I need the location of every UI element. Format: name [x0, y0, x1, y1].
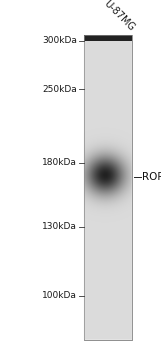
Bar — [85, 263, 131, 271]
Bar — [85, 317, 131, 325]
Bar — [84, 35, 132, 41]
Text: U-87MG: U-87MG — [102, 0, 137, 33]
Bar — [85, 65, 131, 74]
Bar — [85, 294, 131, 302]
Text: 130kDa: 130kDa — [42, 222, 77, 231]
Bar — [85, 126, 131, 134]
Bar — [85, 180, 131, 188]
Bar — [85, 202, 131, 210]
Bar — [85, 225, 131, 233]
Bar — [85, 279, 131, 287]
Bar — [85, 210, 131, 218]
Bar — [85, 35, 131, 43]
Text: 100kDa: 100kDa — [42, 291, 77, 300]
Bar — [84, 35, 132, 340]
Bar — [85, 149, 131, 157]
Bar — [85, 43, 131, 50]
Bar — [85, 332, 131, 340]
Bar — [85, 256, 131, 264]
Bar — [85, 301, 131, 309]
Bar — [84, 35, 132, 340]
Text: 250kDa: 250kDa — [43, 85, 77, 94]
Bar — [85, 324, 131, 332]
Bar — [85, 50, 131, 58]
Bar — [85, 58, 131, 66]
Bar — [85, 248, 131, 256]
Bar — [85, 134, 131, 142]
Text: 180kDa: 180kDa — [42, 158, 77, 167]
Bar — [85, 141, 131, 149]
Bar — [85, 271, 131, 279]
Bar — [85, 233, 131, 241]
Bar — [85, 286, 131, 294]
Bar — [85, 218, 131, 226]
Bar — [85, 187, 131, 195]
Bar — [85, 73, 131, 81]
Bar — [85, 96, 131, 104]
Bar — [85, 111, 131, 119]
Bar — [85, 157, 131, 165]
Text: ROR2: ROR2 — [142, 172, 161, 182]
Bar — [85, 119, 131, 127]
Bar — [85, 104, 131, 111]
Bar — [85, 240, 131, 248]
Bar — [85, 309, 131, 317]
Bar — [85, 195, 131, 203]
Bar — [85, 88, 131, 96]
Bar — [85, 81, 131, 89]
Bar — [85, 172, 131, 180]
Text: 300kDa: 300kDa — [42, 36, 77, 46]
Bar — [85, 164, 131, 173]
